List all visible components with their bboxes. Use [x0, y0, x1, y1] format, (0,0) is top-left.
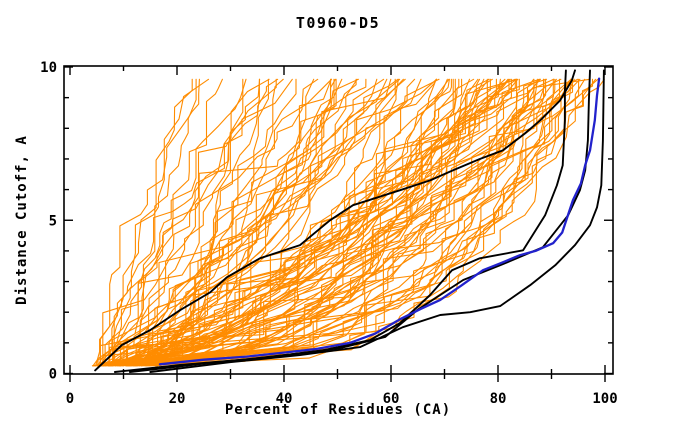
y-tick-label: 10 [40, 60, 57, 76]
x-tick-label: 80 [490, 391, 507, 407]
model-curve [158, 78, 518, 367]
x-tick-label: 20 [169, 391, 186, 407]
x-tick-label: 100 [592, 391, 617, 407]
chart-title: T0960-D5 [296, 14, 380, 32]
model-curve [112, 78, 404, 367]
model-curve [112, 78, 359, 367]
x-axis-title: Percent of Residues (CA) [225, 402, 451, 418]
model-curve [155, 78, 452, 367]
model-curve [126, 78, 488, 367]
model-curve [132, 78, 297, 367]
model-curve [135, 78, 357, 367]
x-tick-label: 0 [66, 391, 74, 407]
model-curve [137, 78, 437, 367]
model-curve [118, 78, 591, 367]
model-curve [104, 78, 518, 367]
model-curve [108, 78, 512, 367]
model-curve [104, 78, 247, 367]
model-curve [134, 78, 518, 367]
model-curve [102, 78, 540, 367]
model-curve [102, 78, 506, 367]
tick-marks [64, 66, 613, 382]
model-curve [132, 78, 332, 367]
model-curve [148, 78, 561, 367]
model-curve [99, 78, 293, 367]
black-reference-curve-1 [94, 69, 576, 372]
model-curve [108, 78, 463, 367]
model-curve [96, 78, 481, 367]
model-curve [107, 78, 535, 367]
model-curve [97, 78, 438, 367]
model-curve [97, 78, 269, 367]
model-curve [141, 78, 581, 367]
y-tick-label: 5 [49, 213, 57, 229]
model-curve [102, 78, 333, 367]
black-reference-curve-4 [149, 69, 605, 373]
model-curve [146, 78, 401, 367]
model-curve [92, 78, 471, 367]
model-curve [129, 78, 545, 367]
model-curve [140, 78, 516, 367]
model-curve [109, 78, 485, 367]
model-curve [98, 78, 335, 367]
y-tick-label: 0 [49, 367, 57, 383]
x-tick-label: 40 [276, 391, 293, 407]
blue-highlight-curve [158, 77, 601, 366]
curves-layer [91, 69, 605, 373]
model-curve [125, 78, 456, 367]
x-tick-label: 60 [383, 391, 400, 407]
model-curve [128, 78, 279, 367]
model-curve [112, 78, 210, 367]
model-curve [120, 78, 493, 367]
tick-labels: 0 20 40 60 80 100 0 5 10 [40, 60, 618, 407]
model-curve [144, 78, 535, 367]
model-curve [138, 78, 548, 367]
model-curve [139, 78, 580, 367]
y-axis-title: Distance Cutoff, A [14, 135, 30, 305]
model-curve [116, 78, 358, 367]
model-curve [143, 78, 586, 367]
model-curve [114, 78, 223, 367]
model-curve [119, 78, 392, 367]
model-curve [154, 78, 490, 367]
model-curve [140, 78, 261, 367]
model-curve [157, 78, 336, 367]
model-curve [94, 78, 510, 367]
model-curve [101, 78, 562, 367]
black-reference-curve-3 [128, 69, 591, 373]
